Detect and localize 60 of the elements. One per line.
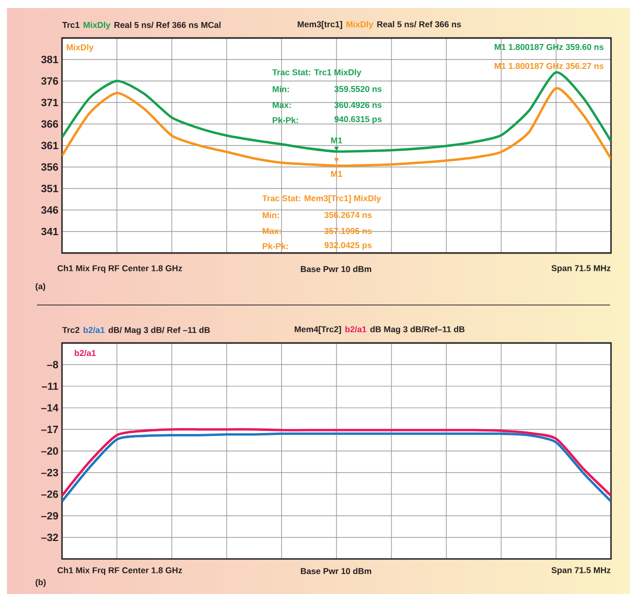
y-tick-label: –26 <box>41 490 58 498</box>
y-tick-label: –8 <box>47 360 58 368</box>
text: Span 71.5 MHz <box>552 567 610 575</box>
y-tick-label: –32 <box>41 534 58 542</box>
text: Trc2 <box>62 326 80 333</box>
text: (b) <box>36 579 46 587</box>
annotation: Pk-Pk: <box>262 242 288 250</box>
text: b2/a1 <box>84 326 105 334</box>
y-tick-label: –29 <box>41 512 58 520</box>
text: Base Pwr 10 dBm <box>300 568 372 574</box>
text: Span 71.5 MHz <box>552 265 610 273</box>
line-series <box>62 87 611 167</box>
y-tick-label: 346 <box>41 206 58 214</box>
annotation: M1 1.800187 GHz 356.27 ns <box>494 62 604 70</box>
text: Real 5 ns/ Ref 366 ns MCal <box>114 22 220 28</box>
y-tick-label: –23 <box>41 468 58 476</box>
text: (a) <box>36 283 46 291</box>
text: MixDly <box>346 21 374 29</box>
y-tick-label: 371 <box>41 98 58 106</box>
annotation: 357.1995 ns <box>324 228 372 234</box>
text: dB Mag 3 dB/Ref–11 dB <box>370 326 465 334</box>
y-tick-label: 361 <box>41 142 58 150</box>
annotation: MixDly <box>66 44 94 52</box>
text: Mem4[Trc2] <box>294 326 341 334</box>
annotation: Max: <box>272 102 291 108</box>
y-tick-label: –11 <box>42 382 58 390</box>
text: Base Pwr 10 dBm <box>300 266 372 272</box>
text: Trc1 <box>62 22 80 28</box>
text: MixDly <box>84 22 110 30</box>
y-tick-label: –14 <box>41 404 58 412</box>
annotation: 359.5520 ns <box>334 86 382 92</box>
y-tick-label: 341 <box>41 228 58 236</box>
annotation: M1 1.800187 GHz 359.60 ns <box>494 44 604 50</box>
text: Real 5 ns/ Ref 366 ns <box>377 21 461 28</box>
annotation: Min: <box>262 212 279 218</box>
y-tick-label: 381 <box>41 56 58 64</box>
annotation: Trac Stat: Trc1 MixDly <box>272 69 362 77</box>
annotation: M1 <box>331 171 342 177</box>
annotation: Min: <box>272 86 289 92</box>
annotation: 356.2674 ns <box>324 212 372 218</box>
text: Mem3[trc1] <box>298 21 342 29</box>
y-tick-label: –20 <box>41 447 58 455</box>
line-series <box>62 71 611 153</box>
y-tick-label: 376 <box>41 77 58 85</box>
y-tick-label: 351 <box>41 184 58 192</box>
annotation: Trac Stat: Mem3[Trc1] MixDly <box>262 195 382 203</box>
text: dB/ Mag 3 dB/ Ref –11 dB <box>108 326 210 335</box>
annotation: Max: <box>262 228 281 234</box>
annotation: 932.0425 ps <box>324 242 372 250</box>
annotation: Pk-Pk: <box>272 116 298 124</box>
annotation: b2/a1 <box>74 350 96 356</box>
annotation: 940.6315 ps <box>334 116 382 124</box>
text: Ch1 Mix Frq RF Center 1.8 GHz <box>58 567 182 575</box>
text: b2/a1 <box>345 326 366 332</box>
text: Ch1 Mix Frq RF Center 1.8 GHz <box>58 265 182 273</box>
annotation: 360.4926 ns <box>334 102 382 108</box>
annotation: M1 <box>331 137 342 144</box>
y-tick-label: 366 <box>41 120 58 128</box>
y-tick-label: –17 <box>41 426 58 433</box>
y-tick-label: 356 <box>41 163 58 171</box>
